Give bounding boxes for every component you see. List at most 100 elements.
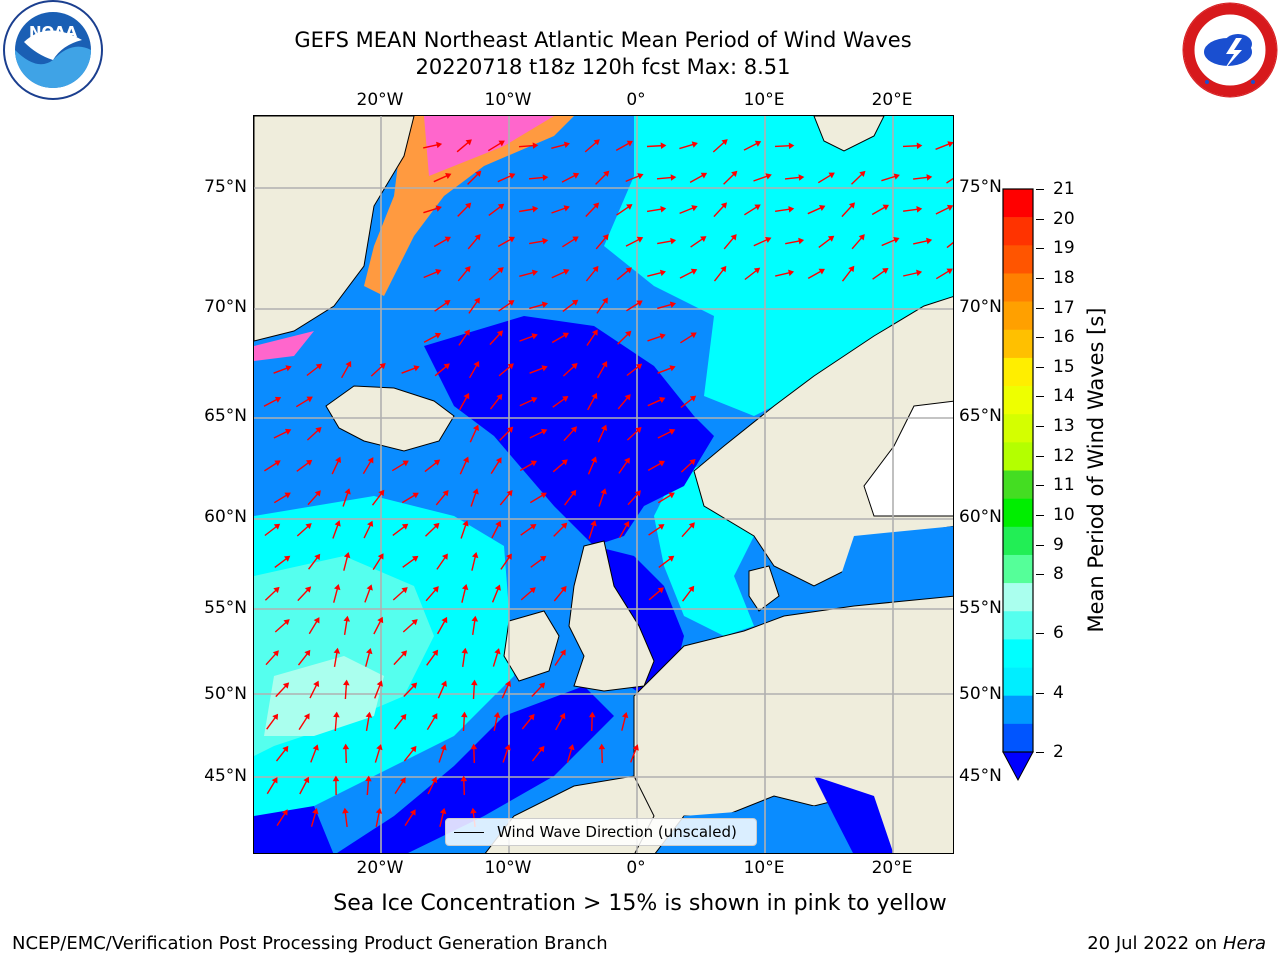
wave-direction-arrowhead [691,141,698,148]
wave-direction-arrowhead [540,555,547,562]
wave-direction-arrowhead [432,586,439,593]
wave-direction-arrowhead [788,206,795,213]
wave-direction-arrowhead [412,555,419,562]
wave-direction-arrowhead [443,363,450,370]
colorbar-bin [1003,329,1033,359]
wave-direction-arrowhead [788,142,795,150]
wave-direction-arrowhead [700,172,708,179]
wave-direction-arrowhead [282,682,290,689]
wave-direction-arrow [946,241,953,249]
footer-host: Hera [1222,933,1266,954]
wave-direction-arrowhead [754,140,762,147]
wave-direction-arrowhead [571,362,578,370]
colorbar-bin [1003,442,1033,471]
lon-label-top-0: 0° [626,90,646,110]
wave-direction-arrowhead [272,650,279,657]
colorbar-tick-mark [1036,752,1044,753]
wave-direction-arrowhead [858,234,865,241]
wave-direction-arrowhead [473,361,480,368]
colorbar-bin [1003,245,1033,274]
wave-direction-arrowhead [471,615,479,622]
colorbar-tick-mark [1036,337,1044,339]
legend-label: Wind Wave Direction (unscaled) [497,823,737,841]
wave-direction-arrowhead [540,428,548,435]
wave-direction-arrowhead [435,205,442,212]
footer-date: 20 Jul 2022 on Hera [1087,933,1266,954]
wave-direction-arrowhead [444,300,451,306]
wind-wave-arrows [263,139,953,827]
wave-direction-arrowhead [602,297,608,304]
wave-direction-arrowhead [334,520,341,527]
wave-direction-arrowhead [602,234,609,241]
wave-direction-arrowhead [658,524,665,530]
colorbar-outline [1002,188,1034,753]
colorbar-tick-label: 12 [1053,445,1075,466]
colorbar-bin [1003,414,1033,443]
wave-direction-arrowhead [509,172,516,180]
wave-direction-arrowhead [798,237,805,245]
wave-direction-arrowhead [591,329,598,336]
colorbar-tick-label: 18 [1053,267,1075,288]
wave-direction-arrowhead [916,269,923,277]
wave-direction-arrowhead [668,492,675,499]
wave-direction-arrowhead [366,647,373,655]
wave-direction-arrowhead [848,202,856,209]
colorbar-tick-label: 6 [1053,623,1064,644]
wave-direction-arrowhead [303,776,310,784]
footer-branch: NCEP/EMC/Verification Post Processing Pr… [12,933,608,954]
wave-direction-arrowhead [315,426,322,434]
wave-direction-arrowhead [431,713,438,720]
wave-direction-arrowhead [530,460,537,467]
wave-direction-arrowhead [465,139,472,146]
colorbar-tick-mark [1036,544,1044,546]
wave-direction-arrowhead [365,775,372,782]
wave-direction-arrowhead [561,459,568,466]
colorbar-tick-label: 13 [1053,416,1075,437]
colorbar-tick-label: 14 [1053,386,1075,407]
wave-direction-arrowhead [411,619,418,626]
wave-direction-arrowhead [635,363,643,370]
wave-direction-arrowhead [433,522,440,530]
wave-direction-arrowhead [399,777,406,784]
wave-direction-arrowhead [281,809,288,816]
land-ireland [503,610,560,682]
colorbar-bin [1003,611,1033,640]
colorbar-tick-label: 15 [1053,356,1075,377]
wave-direction-arrowhead [542,174,549,181]
wave-direction-arrowhead [946,268,953,275]
wave-direction-arrowhead [765,236,772,243]
wave-direction-arrowhead [508,300,515,306]
wave-direction-arrowhead [305,523,312,530]
gulf-of-bothnia [863,400,953,517]
wave-direction-arrowhead [700,236,707,243]
wave-direction-arrowhead [375,807,383,814]
colorbar-bin [1003,357,1033,387]
wave-direction-arrowhead [445,172,452,180]
colorbar-tick-mark [1036,426,1044,428]
wave-direction-arrowhead [559,649,566,656]
wave-direction-arrowhead [507,363,514,370]
wave-direction-arrowhead [765,173,772,180]
wave-direction-arrowhead [659,333,666,340]
wave-direction-arrowhead [570,489,577,497]
wave-direction-arrowhead [632,744,639,751]
colorbar-tick-label: 8 [1053,564,1064,585]
lon-label-bottom-20w: 20°W [356,858,404,878]
colorbar-tick-mark [1036,692,1044,694]
map-panel [253,115,954,854]
wave-direction-arrowhead [660,205,667,213]
wave-direction-arrowhead [474,297,480,304]
wave-direction-arrowhead [314,490,321,497]
wave-direction-arrowhead [440,680,447,687]
dark-blue-band-biscay [337,686,614,853]
wave-direction-arrowhead [495,520,502,528]
colorbar-tick-mark [1036,277,1044,279]
wave-direction-arrowhead [284,428,292,435]
wave-direction-arrowhead [431,776,438,784]
wave-direction-arrowhead [591,392,598,400]
nws-logo [1180,0,1280,100]
noaa-logo: NOAA [2,0,104,102]
wave-direction-arrowhead [559,712,566,720]
colorbar-tick-mark [1036,396,1044,398]
wave-direction-arrowhead [637,173,644,180]
